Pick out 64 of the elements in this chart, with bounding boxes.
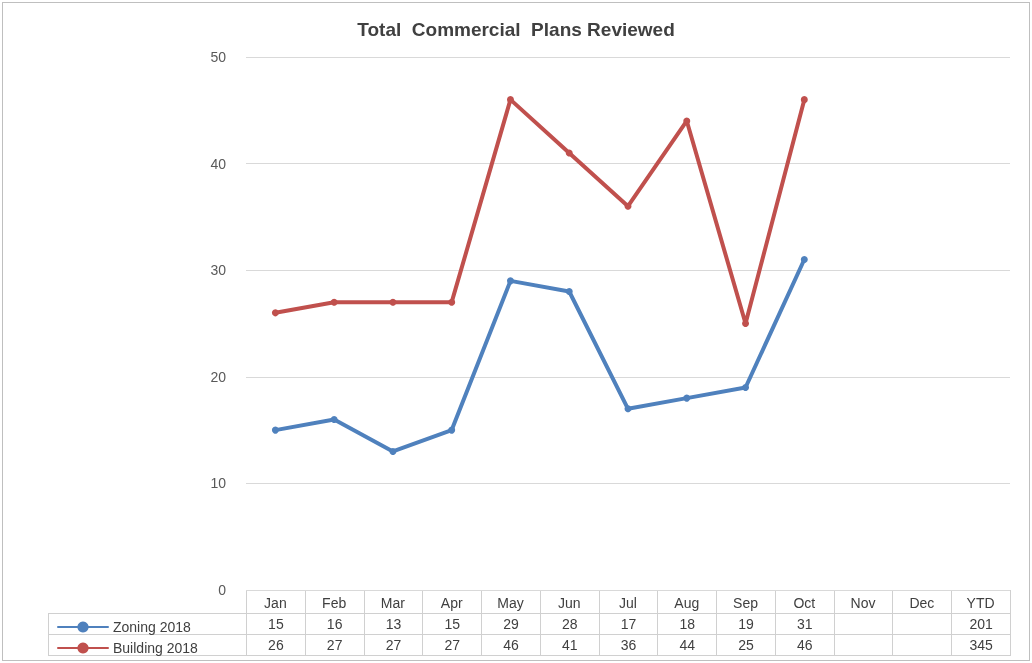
- data-label: 29: [481, 613, 541, 634]
- chart-title: Total Commercial Plans Reviewed: [357, 19, 675, 40]
- x-tick-label: YTD: [966, 595, 995, 611]
- point: [683, 117, 691, 125]
- x-tick-label: Mar: [380, 595, 406, 611]
- x-tick-label: Jun: [557, 595, 581, 611]
- y-tick-label: 50: [210, 49, 227, 65]
- data-label: 41: [540, 634, 600, 655]
- x-tick-label: Jul: [619, 595, 637, 611]
- data-label: 19: [716, 613, 776, 634]
- point: [565, 149, 573, 157]
- y-tick-label: 0: [218, 582, 227, 598]
- point: [800, 96, 808, 104]
- x-tick-label: Dec: [909, 595, 935, 611]
- data-label: 15: [246, 613, 306, 634]
- point: [271, 426, 279, 434]
- x-tick-label: Sep: [733, 595, 759, 611]
- point: [506, 277, 514, 285]
- point: [624, 202, 632, 210]
- point: [683, 394, 691, 402]
- x-tick-label: Feb: [322, 595, 347, 611]
- point: [389, 298, 397, 306]
- data-label: 26: [246, 634, 306, 655]
- data-label: 27: [364, 634, 423, 655]
- data-label: 27: [305, 634, 365, 655]
- data-label: 27: [422, 634, 482, 655]
- data-label: 28: [540, 613, 600, 634]
- data-label: 25: [716, 634, 776, 655]
- point: [330, 415, 338, 423]
- data-label: 13: [364, 613, 423, 634]
- y-tick-label: 40: [210, 155, 227, 172]
- point: [565, 288, 573, 296]
- x-tick-label: Oct: [793, 595, 816, 611]
- y-tick-label: 30: [210, 262, 227, 279]
- point: [506, 96, 514, 104]
- x-tick-label: Nov: [850, 595, 876, 611]
- data-label: 44: [657, 634, 717, 655]
- legend-label: Zoning 2018: [113, 619, 192, 635]
- point: [624, 405, 632, 413]
- text: 201: [969, 615, 993, 632]
- data-label: 16: [305, 613, 365, 634]
- x-tick-label: Jan: [264, 595, 287, 611]
- x-tick-label: Aug: [674, 595, 700, 611]
- data-label: 46: [481, 634, 541, 655]
- text: 345: [969, 636, 993, 653]
- x-tick-label: May: [497, 595, 524, 611]
- point: [389, 447, 397, 455]
- y-tick-label: 20: [210, 368, 227, 385]
- data-label: 46: [775, 634, 835, 655]
- data-label: 15: [422, 613, 482, 634]
- x-tick-label: Apr: [440, 595, 463, 611]
- point: [271, 309, 279, 317]
- data-label: 31: [775, 613, 835, 634]
- data-label: 36: [599, 634, 658, 655]
- point: [800, 256, 808, 264]
- point: [448, 298, 456, 306]
- point: [448, 426, 456, 434]
- point: [742, 383, 750, 391]
- data-label: 17: [599, 613, 658, 634]
- point: [330, 298, 338, 306]
- legend-label: Building 2018: [113, 640, 199, 656]
- point: [742, 320, 750, 327]
- data-label: 18: [657, 613, 717, 634]
- y-tick-label: 10: [210, 475, 227, 492]
